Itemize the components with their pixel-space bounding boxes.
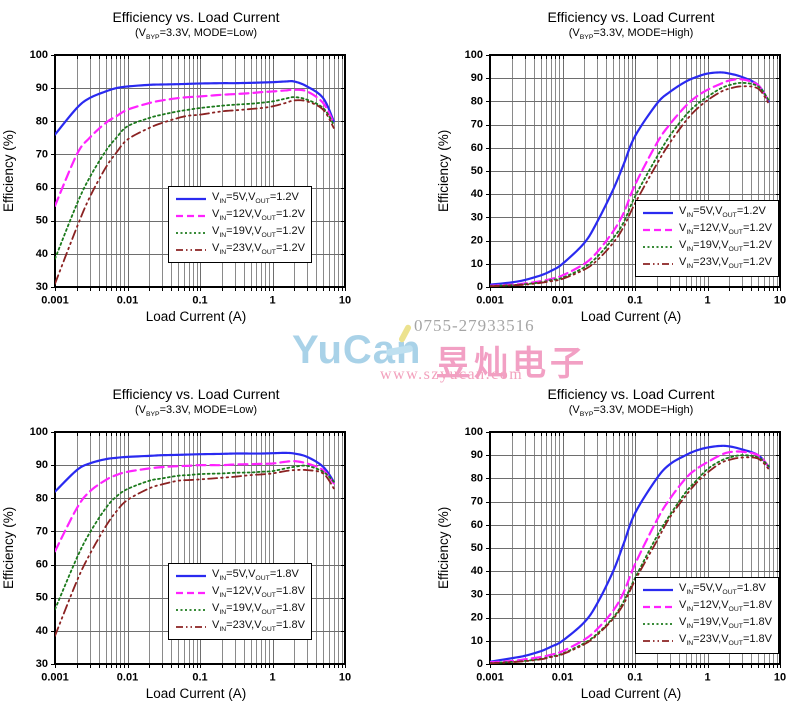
x-axis-label: Load Current (A) bbox=[145, 309, 247, 324]
legend-line-sample bbox=[643, 639, 673, 642]
legend-label: VIN=12V,VOUT=1.2V bbox=[679, 222, 772, 237]
legend-item: VIN=5V,VOUT=1.2V bbox=[642, 204, 772, 221]
legend-line-sample bbox=[176, 231, 206, 234]
legend-label: VIN=23V,VOUT=1.8V bbox=[212, 619, 305, 634]
y-axis-label: Efficiency (%) bbox=[1, 129, 16, 213]
legend-label: VIN=12V,VOUT=1.8V bbox=[212, 585, 305, 600]
legend-line-sample bbox=[176, 574, 206, 577]
legend-label: VIN=19V,VOUT=1.2V bbox=[212, 225, 305, 240]
chart-subtitle: (VBYP=3.3V, MODE=High) bbox=[568, 27, 694, 42]
legend-line-sample bbox=[643, 622, 673, 625]
chart-efficiency-high-1v2: Efficiency vs. Load Current (VBYP=3.3V, … bbox=[435, 4, 811, 349]
legend-label: VIN=19V,VOUT=1.8V bbox=[212, 602, 305, 617]
legend: VIN=5V,VOUT=1.8V VIN=12V,VOUT=1.8V VIN=19V… bbox=[635, 577, 779, 654]
legend-item: VIN=12V,VOUT=1.8V bbox=[175, 584, 305, 601]
legend-item: VIN=23V,VOUT=1.8V bbox=[642, 632, 772, 649]
legend-item: VIN=12V,VOUT=1.2V bbox=[175, 207, 305, 224]
y-axis-label: Efficiency (%) bbox=[436, 506, 451, 590]
legend-item: VIN=23V,VOUT=1.2V bbox=[175, 241, 305, 258]
legend-label: VIN=5V,VOUT=1.2V bbox=[679, 205, 766, 220]
legend-label: VIN=23V,VOUT=1.2V bbox=[212, 242, 305, 257]
legend-line-sample bbox=[176, 591, 206, 594]
legend-label: VIN=19V,VOUT=1.8V bbox=[679, 616, 772, 631]
legend-label: VIN=5V,VOUT=1.8V bbox=[212, 568, 299, 583]
legend-label: VIN=23V,VOUT=1.2V bbox=[679, 256, 772, 271]
legend-item: VIN=19V,VOUT=1.8V bbox=[175, 601, 305, 618]
plot-canvas bbox=[26, 419, 405, 681]
chart-title: Efficiency vs. Load Current bbox=[112, 386, 280, 402]
legend: VIN=5V,VOUT=1.8V VIN=12V,VOUT=1.8V VIN=19V… bbox=[168, 563, 312, 640]
legend: VIN=5V,VOUT=1.2V VIN=12V,VOUT=1.2V VIN=19V… bbox=[168, 186, 312, 263]
legend-item: VIN=12V,VOUT=1.8V bbox=[642, 598, 772, 615]
legend-item: VIN=5V,VOUT=1.2V bbox=[175, 190, 305, 207]
chart-subtitle: (VBYP=3.3V, MODE=Low) bbox=[134, 27, 258, 42]
legend-item: VIN=12V,VOUT=1.2V bbox=[642, 221, 772, 238]
legend-item: VIN=19V,VOUT=1.2V bbox=[175, 224, 305, 241]
legend-label: VIN=12V,VOUT=1.2V bbox=[212, 208, 305, 223]
legend-line-sample bbox=[643, 211, 673, 214]
legend-line-sample bbox=[176, 625, 206, 628]
chart-title: Efficiency vs. Load Current bbox=[547, 9, 715, 25]
legend-line-sample bbox=[176, 608, 206, 611]
legend-line-sample bbox=[643, 262, 673, 265]
legend-line-sample bbox=[176, 248, 206, 251]
legend-label: VIN=23V,VOUT=1.8V bbox=[679, 633, 772, 648]
legend-item: VIN=23V,VOUT=1.8V bbox=[175, 618, 305, 635]
chart-subtitle: (VBYP=3.3V, MODE=Low) bbox=[134, 404, 258, 419]
chart-title: Efficiency vs. Load Current bbox=[112, 9, 280, 25]
legend-label: VIN=5V,VOUT=1.2V bbox=[212, 191, 299, 206]
plot-canvas bbox=[26, 42, 405, 304]
legend-label: VIN=12V,VOUT=1.8V bbox=[679, 599, 772, 614]
legend-label: VIN=19V,VOUT=1.2V bbox=[679, 239, 772, 254]
legend-label: VIN=5V,VOUT=1.8V bbox=[679, 582, 766, 597]
legend-item: VIN=19V,VOUT=1.2V bbox=[642, 238, 772, 255]
x-axis-label: Load Current (A) bbox=[145, 686, 247, 701]
legend-line-sample bbox=[176, 214, 206, 217]
legend-line-sample bbox=[176, 197, 206, 200]
x-axis-label: Load Current (A) bbox=[580, 686, 682, 701]
chart-efficiency-high-1v8: Efficiency vs. Load Current (VBYP=3.3V, … bbox=[435, 381, 811, 710]
chart-subtitle: (VBYP=3.3V, MODE=High) bbox=[568, 404, 694, 419]
chart-efficiency-low-1v2: Efficiency vs. Load Current (VBYP=3.3V, … bbox=[0, 4, 406, 349]
legend-line-sample bbox=[643, 605, 673, 608]
legend-line-sample bbox=[643, 245, 673, 248]
legend-item: VIN=23V,VOUT=1.2V bbox=[642, 255, 772, 272]
legend: VIN=5V,VOUT=1.2V VIN=12V,VOUT=1.2V VIN=19V… bbox=[635, 200, 779, 277]
legend-item: VIN=5V,VOUT=1.8V bbox=[175, 567, 305, 584]
chart-efficiency-low-1v8: Efficiency vs. Load Current (VBYP=3.3V, … bbox=[0, 381, 406, 710]
legend-line-sample bbox=[643, 228, 673, 231]
chart-title: Efficiency vs. Load Current bbox=[547, 386, 715, 402]
x-axis-label: Load Current (A) bbox=[580, 309, 682, 324]
y-axis-label: Efficiency (%) bbox=[436, 129, 451, 213]
legend-item: VIN=19V,VOUT=1.8V bbox=[642, 615, 772, 632]
legend-item: VIN=5V,VOUT=1.8V bbox=[642, 581, 772, 598]
y-axis-label: Efficiency (%) bbox=[1, 506, 16, 590]
legend-line-sample bbox=[643, 588, 673, 591]
